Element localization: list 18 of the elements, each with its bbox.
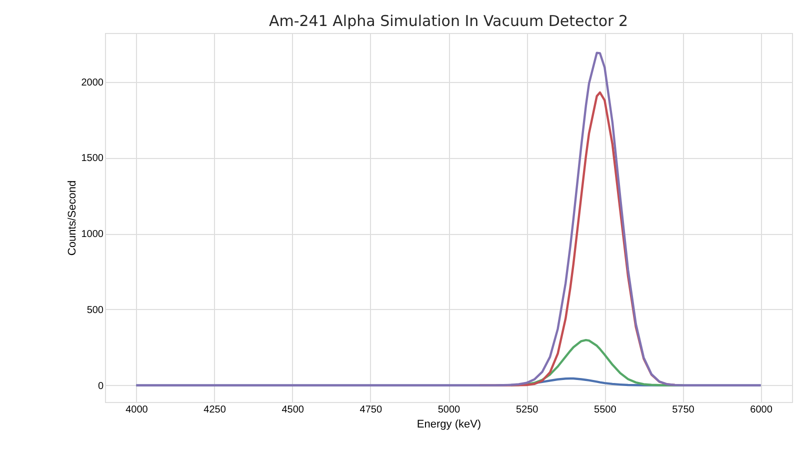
x-tick-label: 5000 [438,404,461,416]
x-tick-label: 5750 [672,404,695,416]
x-tick-label: 4250 [204,404,226,416]
x-tick-label: 4750 [360,404,382,416]
y-tick-label: 0 [98,380,104,392]
line-series [135,52,762,386]
x-tick-label: 5250 [516,404,539,416]
y-tick-label: 1000 [81,229,104,240]
y-tick-label: 500 [86,304,104,316]
y-axis-title: Counts/Second [66,180,78,256]
y-tick-label: 1500 [81,153,104,164]
x-tick-label: 4000 [126,404,148,416]
x-tick-label: 5500 [594,404,617,416]
chart-title: Am-241 Alpha Simulation In Vacuum Detector 2 [268,12,628,30]
x-tick-label: 4500 [282,404,304,416]
y-tick-label: 2000 [81,77,104,88]
x-tick-label: 6000 [750,404,773,416]
x-axis-title: Energy (keV) [416,418,482,430]
